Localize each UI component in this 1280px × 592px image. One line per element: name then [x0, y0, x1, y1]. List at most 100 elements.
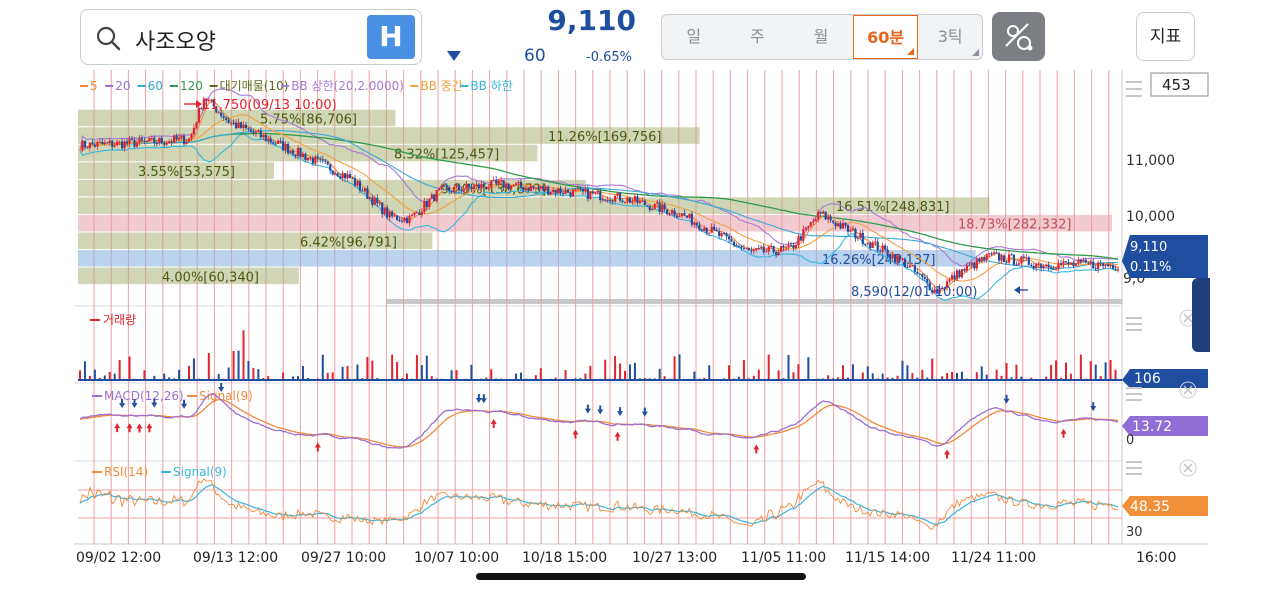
candle-body [279, 140, 282, 142]
volume-profile-label: 6.42%[96,791] [300, 235, 397, 250]
tab-week[interactable]: 주 [726, 15, 790, 59]
candle-body [836, 223, 840, 227]
candle-body [542, 186, 545, 191]
candle-body [1032, 265, 1035, 269]
volume-bar [1045, 376, 1048, 380]
h-button[interactable]: H [367, 15, 415, 59]
volume-profile-bar [78, 162, 274, 179]
candle-body [457, 185, 461, 190]
price-change-rate: -0.65% [586, 50, 632, 65]
volume-bar [1099, 376, 1102, 380]
candle-body [723, 233, 726, 235]
drawing-tool-button[interactable] [992, 12, 1045, 61]
volume-bar [1000, 375, 1003, 380]
volume-bar [951, 371, 954, 380]
candle-body [91, 142, 94, 145]
candle-body [616, 192, 619, 196]
tab-month[interactable]: 월 [789, 15, 853, 59]
candle-body [138, 138, 141, 143]
bb-lower-line [79, 133, 1119, 301]
candle-body [698, 224, 701, 230]
volume-panel-title: 거래량 [103, 313, 136, 327]
candle-body [807, 226, 810, 228]
candle-body [242, 124, 245, 128]
candle-body [661, 204, 664, 212]
volume-badge [1122, 369, 1208, 388]
candle-body [767, 246, 770, 252]
candle-body [267, 138, 270, 141]
sell-signal-arrow [119, 399, 126, 409]
volume-bar [921, 369, 924, 380]
price-change: 60 [524, 46, 546, 66]
sell-signal-arrow [1090, 402, 1097, 412]
legend-label: 120 [180, 79, 203, 93]
candle-body [950, 275, 954, 280]
candle-body [225, 117, 228, 120]
x-axis-label: 11/24 11:00 [951, 550, 1036, 566]
period-selector: 일 주 월 60분 3틱 [661, 14, 983, 60]
volume-bar [955, 373, 958, 380]
candle-body [750, 250, 753, 252]
candle-body [339, 176, 342, 179]
candle-body [978, 258, 981, 262]
candle-body [1089, 261, 1092, 264]
candle-body [779, 246, 783, 252]
dropdown-corner-icon [907, 48, 915, 55]
side-panel-handle[interactable] [1192, 278, 1210, 352]
candle-body [472, 185, 475, 190]
stock-chart[interactable]: 5.75%[86,706] 11.26%[169,756] 8.32%[125,45… [0, 70, 1280, 573]
candle-body [938, 287, 941, 294]
candle-body [871, 242, 874, 249]
ma120-line [79, 132, 1119, 261]
volume-bar [663, 376, 666, 380]
candle-body [98, 141, 101, 143]
candle-body [168, 141, 171, 143]
candle-body [301, 153, 305, 158]
stock-search-box[interactable]: 사조오양 H [80, 9, 422, 65]
candle-body [475, 184, 478, 186]
indicator-button[interactable]: 지표 [1136, 12, 1195, 61]
rsi-low-label: 30 [1126, 525, 1143, 540]
candle-body [690, 213, 693, 225]
volume-bar [519, 372, 522, 380]
candle-body [958, 270, 961, 278]
sell-signal-arrow [131, 399, 138, 409]
candle-body [557, 188, 560, 194]
candle-body [797, 236, 800, 246]
x-axis-label: 10/27 13:00 [632, 550, 717, 566]
candle-body [646, 205, 649, 207]
tab-3tick[interactable]: 3틱 [918, 15, 982, 59]
volume-bar [980, 366, 983, 380]
candle-body [103, 142, 106, 144]
volume-bar [326, 372, 329, 380]
candle-body [465, 184, 468, 190]
legend-label: BB 중간 [420, 79, 462, 93]
candle-body [1097, 262, 1100, 270]
candle-body [185, 141, 188, 145]
bb-upper-line [79, 88, 1119, 267]
candle-body [678, 215, 681, 218]
tab-day[interactable]: 일 [662, 15, 726, 59]
candle-body [524, 187, 528, 191]
sell-signal-arrow [480, 394, 487, 404]
candle-body [319, 158, 322, 160]
candle-body [841, 222, 845, 229]
candle-body [666, 209, 669, 215]
candle-body [93, 144, 96, 147]
legend-label: 20 [115, 79, 130, 93]
candle-body [621, 200, 624, 202]
volume-bar [1114, 369, 1117, 380]
candle-body [772, 245, 775, 253]
candle-body [1087, 262, 1090, 264]
candle-body [529, 186, 532, 191]
candle-body [366, 188, 369, 199]
candle-body [864, 243, 867, 245]
volume-profile-label: 3.55%[53,575] [138, 165, 235, 180]
sell-signal-arrow [641, 407, 648, 417]
tab-60min[interactable]: 60분 [852, 15, 919, 59]
candle-body [391, 211, 394, 217]
volume-bar [143, 370, 146, 380]
buy-signal-arrow [614, 431, 621, 441]
candle-body [455, 185, 458, 188]
candle-body [420, 211, 423, 215]
